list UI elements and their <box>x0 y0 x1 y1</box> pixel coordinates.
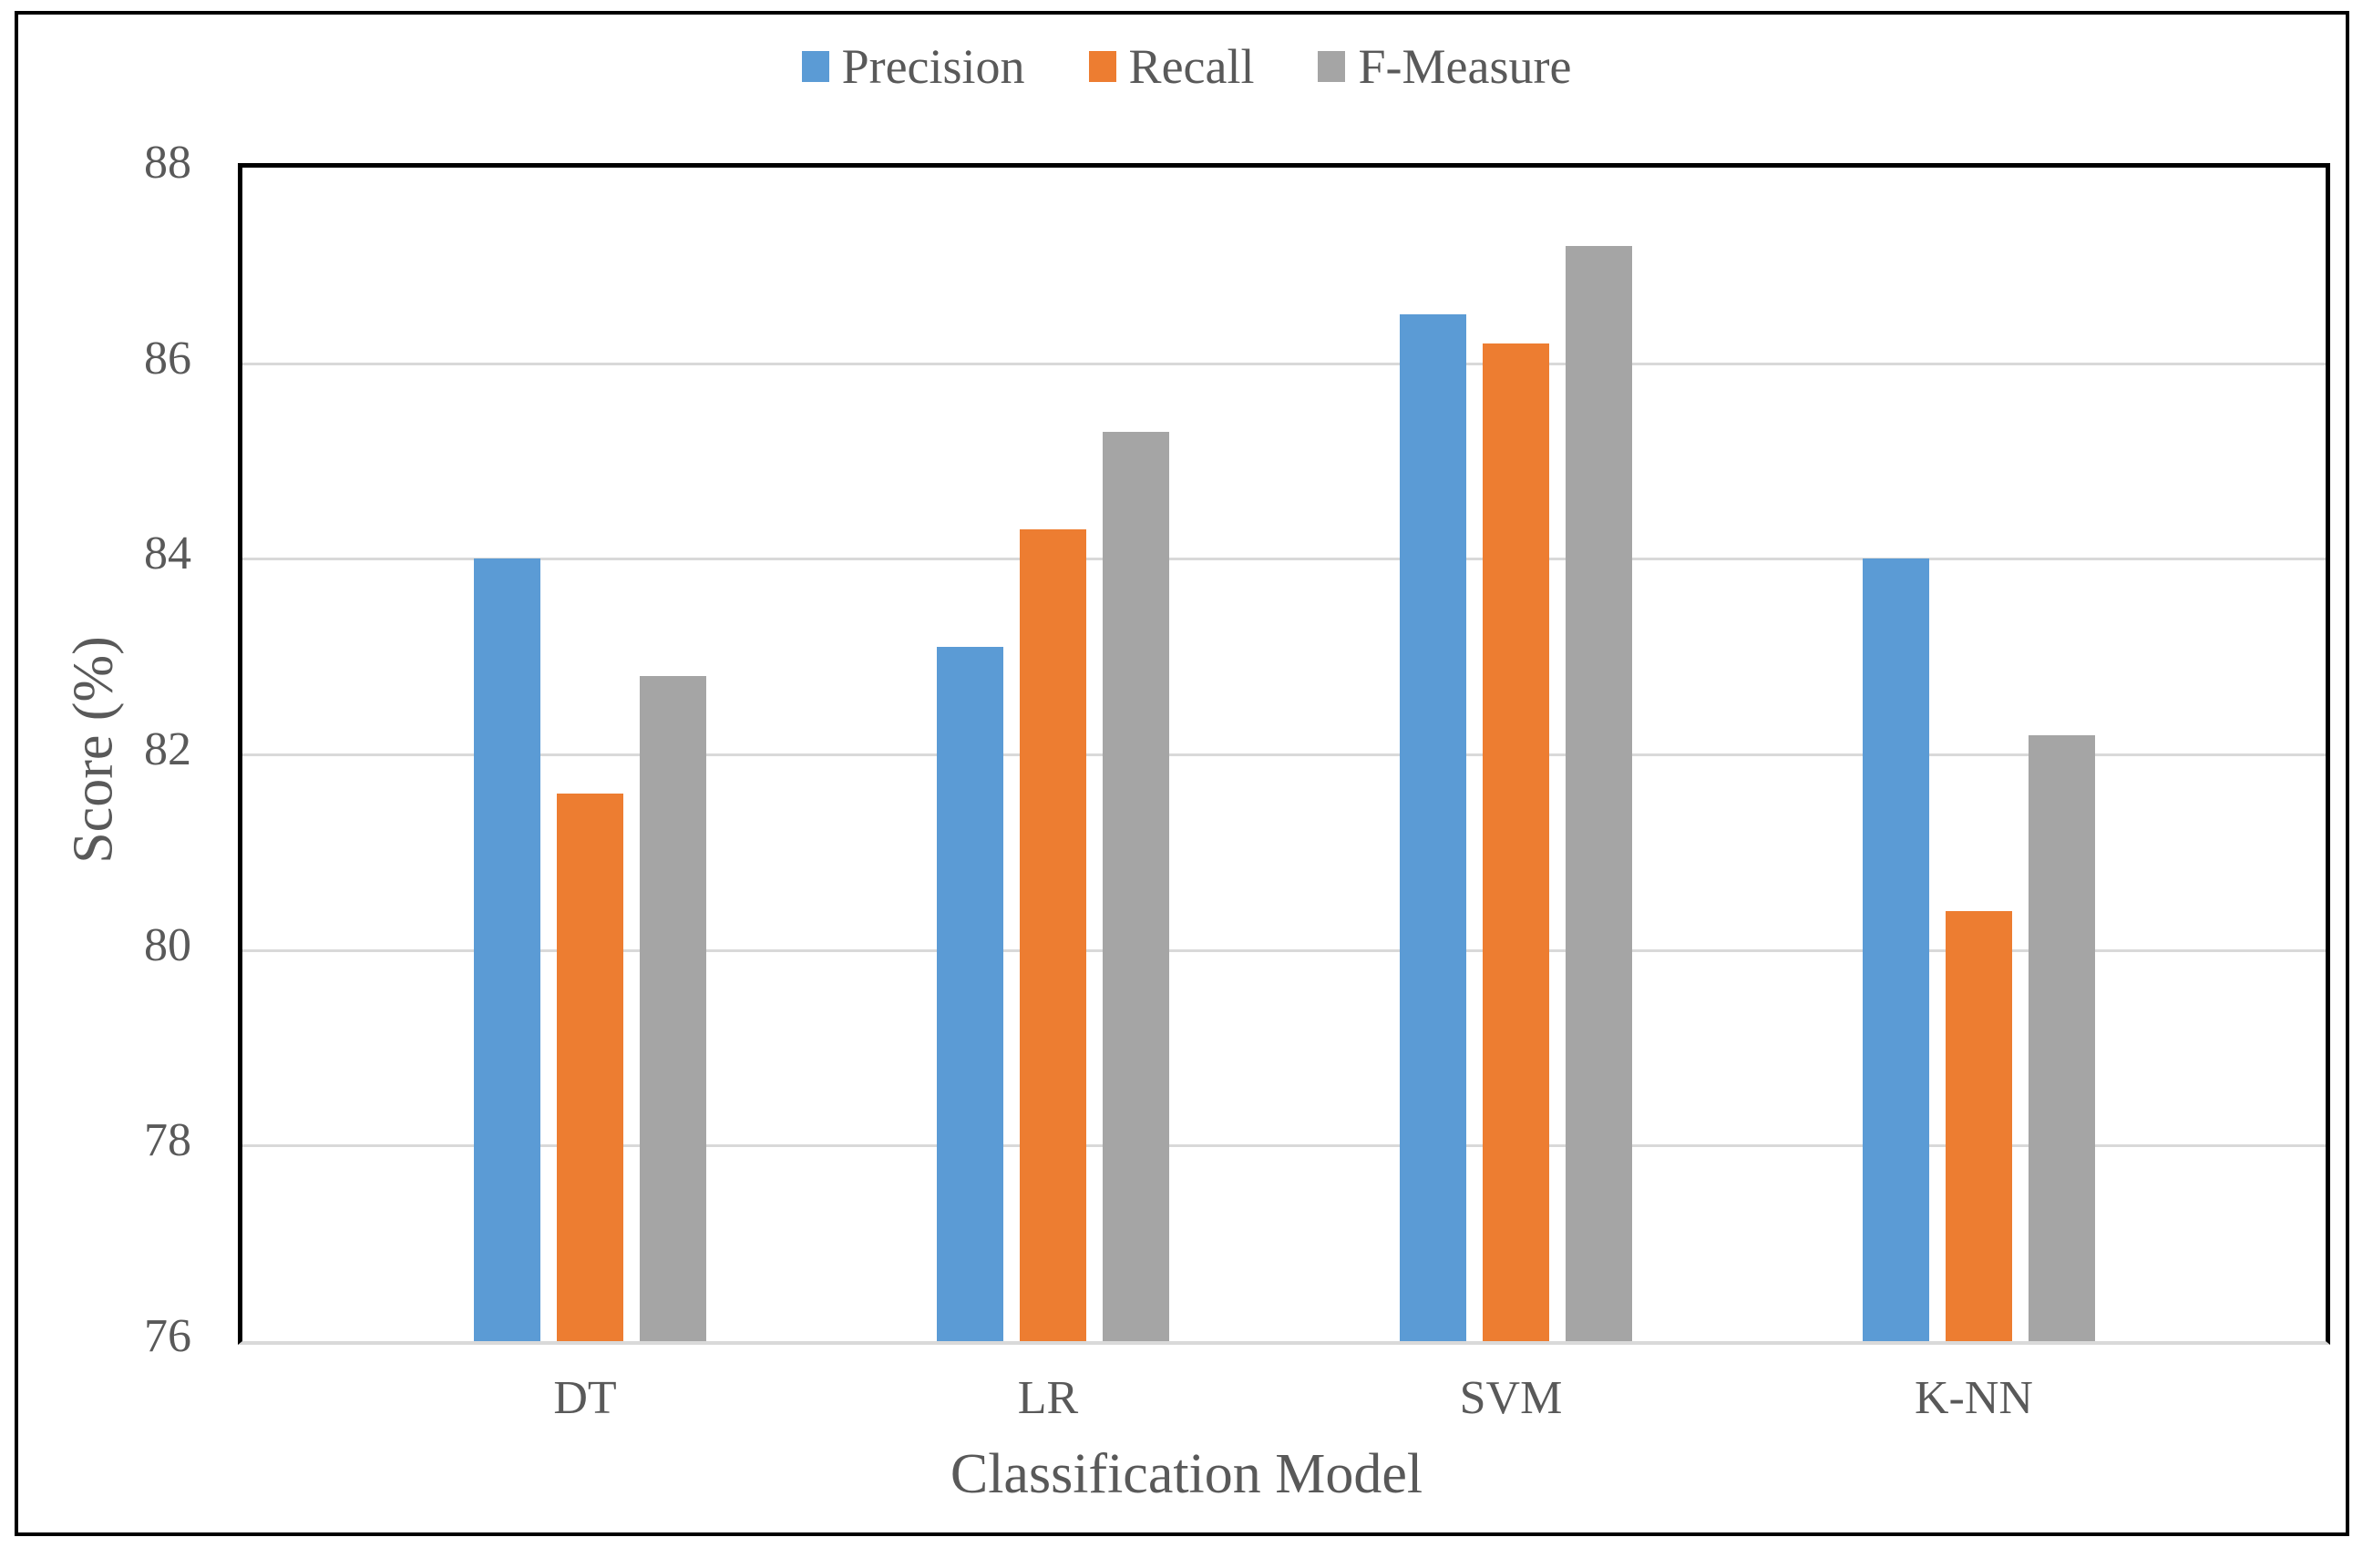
gridline <box>242 362 2326 365</box>
figure-outer-border <box>15 11 2349 1536</box>
plot-area <box>238 163 2330 1345</box>
bar-recall-svm <box>1482 343 1549 1341</box>
legend-item-f-measure: F-Measure <box>1318 38 1571 95</box>
bar-f-measure-k-nn <box>2028 734 2095 1341</box>
bar-recall-k-nn <box>1945 910 2012 1341</box>
gridline <box>242 948 2326 952</box>
bar-precision-svm <box>1399 314 1466 1341</box>
y-tick-label: 82 <box>144 723 191 775</box>
x-tick-label: LR <box>1017 1372 1079 1424</box>
precision-swatch-icon <box>801 51 829 82</box>
legend: Precision Recall F-Measure <box>0 35 2373 98</box>
legend-item-precision: Precision <box>801 38 1025 95</box>
bar-recall-dt <box>556 793 623 1341</box>
y-tick-label: 84 <box>144 528 191 580</box>
y-tick-label: 86 <box>144 332 191 384</box>
y-tick-label: 76 <box>144 1310 191 1362</box>
legend-label: Recall <box>1128 39 1255 94</box>
bar-f-measure-lr <box>1102 431 1169 1341</box>
gridline <box>242 558 2326 561</box>
legend-item-recall: Recall <box>1088 38 1255 95</box>
legend-label: F-Measure <box>1358 39 1572 94</box>
y-axis-title: Score (%) <box>62 636 125 864</box>
gridline <box>242 1144 2326 1148</box>
y-tick-label: 80 <box>144 918 191 971</box>
bar-precision-k-nn <box>1862 559 1929 1341</box>
bar-recall-lr <box>1019 529 1086 1341</box>
x-tick-label: K-NN <box>1915 1372 2033 1424</box>
y-tick-label: 88 <box>144 137 191 189</box>
f-measure-swatch-icon <box>1318 51 1346 82</box>
x-tick-label: SVM <box>1459 1372 1563 1424</box>
recall-swatch-icon <box>1088 51 1116 82</box>
x-axis-title: Classification Model <box>950 1443 1423 1505</box>
bar-f-measure-svm <box>1565 245 1632 1341</box>
bar-f-measure-dt <box>639 676 706 1341</box>
legend-label: Precision <box>841 39 1025 94</box>
bar-precision-lr <box>936 646 1003 1341</box>
gridline <box>242 753 2326 756</box>
bar-precision-dt <box>473 559 540 1341</box>
x-tick-label: DT <box>553 1372 617 1424</box>
y-tick-label: 78 <box>144 1114 191 1167</box>
